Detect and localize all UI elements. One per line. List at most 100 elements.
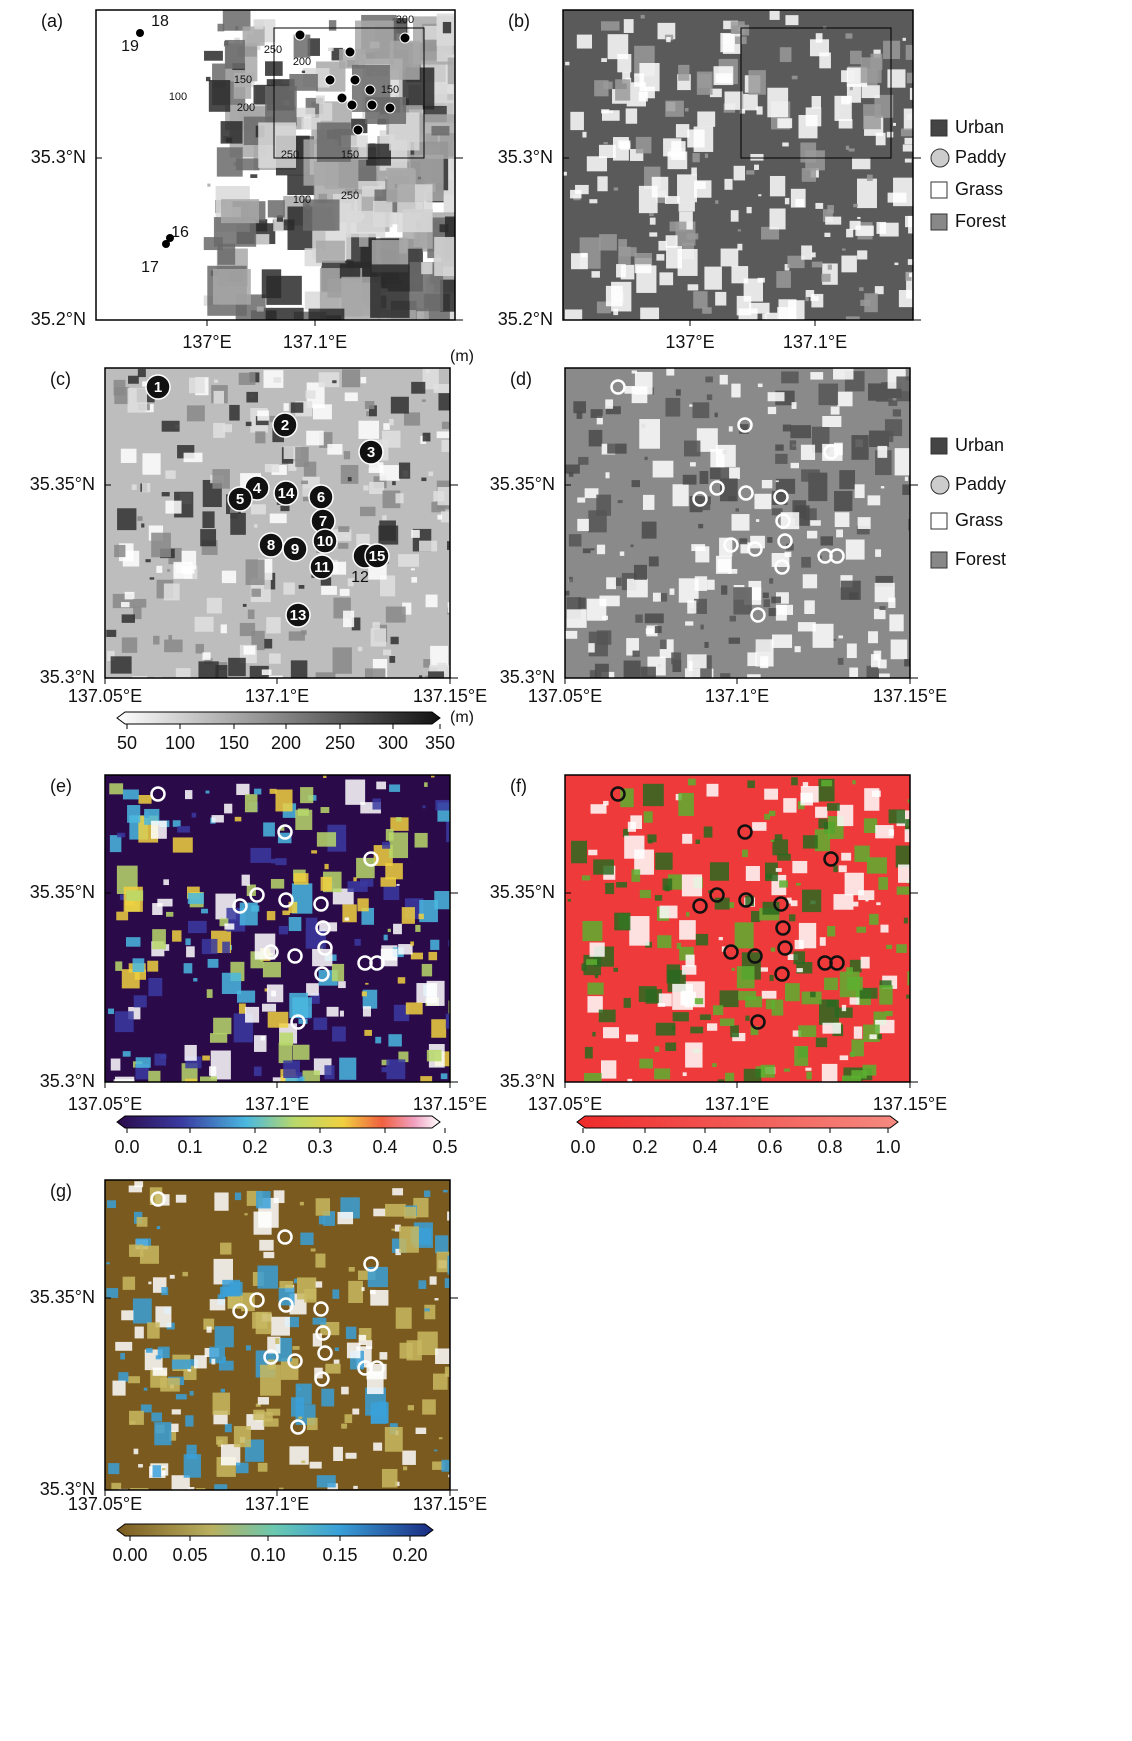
texture	[869, 1034, 876, 1039]
texture	[655, 626, 662, 633]
texture	[396, 884, 399, 886]
texture	[340, 264, 360, 279]
texture	[386, 1059, 405, 1079]
texture	[595, 664, 609, 684]
texture	[715, 200, 718, 204]
texture	[439, 1437, 443, 1439]
texture	[250, 666, 269, 686]
texture	[779, 880, 788, 887]
texture	[332, 380, 336, 383]
texture	[421, 262, 432, 274]
texture	[107, 1200, 116, 1208]
texture	[601, 21, 620, 30]
lon-label: 137.15°E	[873, 686, 947, 706]
texture	[202, 652, 210, 660]
texture	[353, 205, 357, 209]
colorbar-label: 0.4	[692, 1137, 717, 1157]
texture	[337, 1212, 353, 1224]
texture	[589, 430, 603, 446]
texture	[697, 72, 713, 95]
legend-label: Paddy	[955, 474, 1006, 494]
texture	[258, 122, 296, 167]
texture	[855, 484, 865, 498]
texture	[867, 857, 887, 873]
texture	[446, 822, 464, 843]
texture	[818, 384, 838, 406]
texture	[375, 1037, 381, 1044]
texture	[568, 899, 571, 902]
texture	[265, 86, 297, 126]
texture	[279, 1281, 293, 1288]
texture	[354, 939, 360, 946]
texture	[386, 607, 406, 623]
map-panel: (f)35.35°N35.3°N137.05°E137.1°E137.15°E0…	[490, 775, 947, 1157]
texture	[158, 1347, 170, 1358]
legend-swatch	[931, 214, 947, 230]
texture	[880, 925, 888, 933]
texture	[769, 578, 773, 584]
texture	[383, 650, 391, 656]
texture	[279, 1043, 293, 1064]
texture	[137, 1217, 148, 1227]
texture	[859, 287, 864, 291]
texture	[147, 1322, 160, 1338]
lon-label: 137.15°E	[413, 1094, 487, 1114]
texture	[291, 1397, 304, 1416]
texture	[648, 840, 652, 844]
texture	[213, 1018, 231, 1034]
texture	[812, 252, 816, 257]
texture	[676, 389, 681, 395]
texture	[624, 998, 631, 1008]
texture	[695, 998, 703, 1004]
texture	[176, 1394, 187, 1399]
texture	[757, 106, 763, 114]
station-dot	[385, 103, 395, 113]
texture	[345, 535, 348, 538]
texture	[342, 904, 356, 922]
texture	[448, 1000, 467, 1013]
texture	[115, 1342, 132, 1351]
texture	[214, 380, 218, 383]
texture	[255, 431, 265, 443]
texture	[791, 777, 798, 785]
texture	[221, 1444, 240, 1465]
texture	[820, 937, 826, 946]
map-panel: (g)35.35°N35.3°N137.05°E137.1°E137.15°E0…	[30, 1180, 487, 1565]
texture	[378, 526, 398, 545]
station-label: 5	[236, 491, 244, 508]
texture	[818, 819, 827, 829]
texture	[426, 595, 438, 608]
texture	[126, 555, 129, 559]
panel-label: (g)	[50, 1181, 72, 1201]
texture	[654, 1046, 659, 1052]
texture	[597, 545, 605, 555]
texture	[704, 267, 722, 290]
texture	[718, 559, 731, 572]
texture	[108, 1463, 119, 1474]
texture	[653, 593, 661, 602]
texture	[391, 637, 399, 644]
texture	[790, 425, 811, 438]
texture	[221, 1389, 225, 1393]
lat-label: 35.35°N	[490, 882, 555, 902]
texture	[772, 839, 788, 855]
texture	[578, 457, 588, 465]
texture	[776, 271, 791, 288]
texture	[173, 837, 193, 852]
texture	[839, 119, 853, 128]
texture	[162, 1468, 166, 1470]
texture	[904, 109, 918, 131]
map-fill	[565, 368, 918, 690]
texture	[777, 118, 792, 128]
texture	[447, 541, 460, 550]
texture	[347, 881, 367, 892]
texture	[451, 158, 465, 172]
texture	[889, 809, 905, 823]
texture	[596, 495, 611, 516]
texture	[643, 784, 664, 806]
texture	[626, 108, 637, 123]
texture	[382, 842, 390, 849]
texture	[677, 943, 681, 949]
texture	[713, 1005, 723, 1015]
texture	[115, 1011, 134, 1032]
